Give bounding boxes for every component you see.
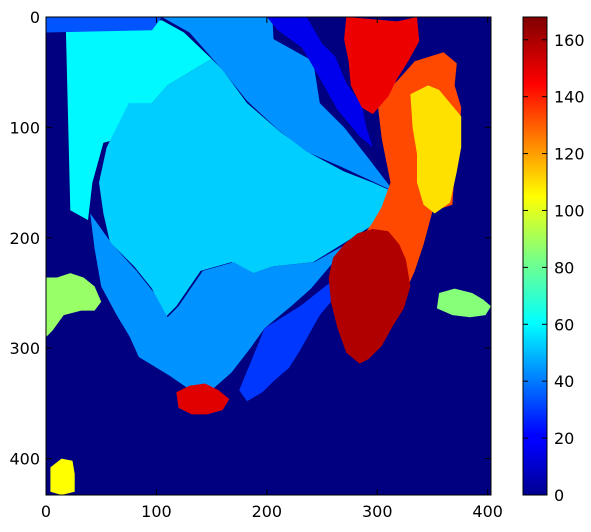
colorbar-tick-label: 120 bbox=[554, 145, 585, 164]
heatmap-region-lower-light-blue bbox=[90, 213, 361, 391]
y-tick-label: 200 bbox=[9, 229, 40, 248]
colorbar-tick-label: 140 bbox=[554, 88, 585, 107]
colorbar-tick-label: 40 bbox=[554, 372, 574, 391]
heatmap-region-top-band-blue bbox=[46, 17, 162, 33]
heatmap-region-yellow-bottom-left bbox=[50, 458, 75, 495]
heatmap-region-yellow-right bbox=[410, 85, 462, 214]
colorbar-tick-label: 0 bbox=[554, 486, 564, 505]
plot-frame bbox=[45, 16, 492, 496]
heatmap-region-red-bottom-blob bbox=[176, 383, 230, 415]
y-axis: 0 100 200 300 400 bbox=[9, 8, 491, 469]
heatmap-region-green-left-patch bbox=[46, 273, 102, 338]
heatmap-region-dark-red-lower bbox=[328, 229, 411, 364]
y-tick-label: 400 bbox=[9, 450, 40, 469]
y-tick-label: 100 bbox=[9, 118, 40, 137]
x-axis: 0 100 200 300 400 bbox=[41, 17, 503, 521]
heatmap-region-red-top-right bbox=[344, 17, 420, 115]
colorbar bbox=[522, 16, 548, 496]
x-tick-label: 300 bbox=[362, 502, 393, 521]
x-tick-label: 100 bbox=[141, 502, 172, 521]
heatmap-region-green-right-patch bbox=[436, 288, 491, 318]
heatmap-image bbox=[46, 17, 491, 495]
colorbar-tick-label: 80 bbox=[554, 258, 574, 277]
colorbar-tick-label: 60 bbox=[554, 315, 574, 334]
colorbar-axis: 0 20 40 60 80 100 120 140 160 bbox=[523, 31, 585, 505]
x-tick-label: 400 bbox=[472, 502, 503, 521]
colorbar-tick-label: 100 bbox=[554, 201, 585, 220]
x-tick-label: 0 bbox=[41, 502, 51, 521]
y-tick-label: 0 bbox=[30, 8, 40, 27]
colorbar-tick-label: 20 bbox=[554, 429, 574, 448]
heatmap-region-deep-blue bbox=[266, 17, 373, 148]
heatmap-region-upper-light-blue bbox=[161, 17, 394, 192]
heatmap-region-center-cyan bbox=[99, 58, 398, 318]
colorbar-tick-label: 160 bbox=[554, 31, 585, 50]
x-tick-label: 200 bbox=[252, 502, 283, 521]
y-tick-label: 300 bbox=[9, 339, 40, 358]
